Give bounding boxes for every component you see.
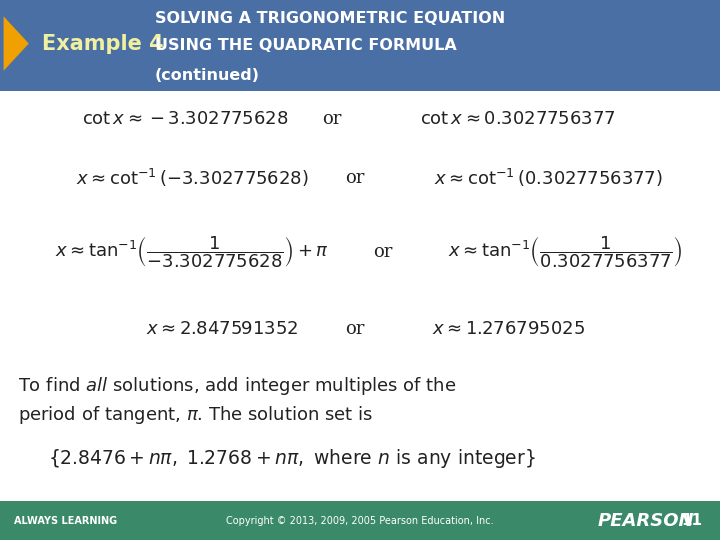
Text: or: or (346, 169, 365, 187)
Polygon shape (4, 16, 29, 71)
Text: $\cot x \approx 0.3027756377$: $\cot x \approx 0.3027756377$ (420, 111, 616, 129)
Text: or: or (346, 320, 365, 338)
Text: $x \approx \tan^{-1}\!\left(\dfrac{1}{-3.302775628}\right)+\pi$: $x \approx \tan^{-1}\!\left(\dfrac{1}{-3… (55, 234, 329, 269)
Text: 11: 11 (681, 513, 702, 528)
Text: $\{2.8476 + n\pi,\ 1.2768 + n\pi,\ \mathrm{where}\ n\ \mathrm{is\ any\ integer}\: $\{2.8476 + n\pi,\ 1.2768 + n\pi,\ \math… (48, 447, 536, 469)
Text: $x \approx \tan^{-1}\!\left(\dfrac{1}{0.3027756377}\right)$: $x \approx \tan^{-1}\!\left(\dfrac{1}{0.… (448, 234, 683, 269)
Text: $x \approx \cot^{-1}(0.3027756377)$: $x \approx \cot^{-1}(0.3027756377)$ (433, 167, 662, 189)
Text: ALWAYS LEARNING: ALWAYS LEARNING (14, 516, 117, 525)
FancyBboxPatch shape (0, 0, 720, 91)
Text: $x \approx 1.276795025$: $x \approx 1.276795025$ (431, 320, 585, 338)
Text: or: or (323, 111, 342, 129)
FancyBboxPatch shape (0, 501, 720, 540)
Text: or: or (373, 243, 392, 261)
Text: period of tangent, $\pi$. The solution set is: period of tangent, $\pi$. The solution s… (18, 404, 373, 426)
Text: To find $\mathit{all}$ solutions, add integer multiples of the: To find $\mathit{all}$ solutions, add in… (18, 375, 456, 397)
Text: (continued): (continued) (155, 68, 260, 83)
Text: $x \approx \cot^{-1}(-3.302775628)$: $x \approx \cot^{-1}(-3.302775628)$ (76, 167, 308, 189)
Text: SOLVING A TRIGONOMETRIC EQUATION: SOLVING A TRIGONOMETRIC EQUATION (155, 11, 505, 25)
Text: Example 4: Example 4 (42, 33, 163, 53)
Text: Copyright © 2013, 2009, 2005 Pearson Education, Inc.: Copyright © 2013, 2009, 2005 Pearson Edu… (226, 516, 494, 525)
Text: USING THE QUADRATIC FORMULA: USING THE QUADRATIC FORMULA (155, 38, 456, 53)
Text: $\cot x \approx -3.302775628$: $\cot x \approx -3.302775628$ (82, 111, 288, 129)
Text: $x \approx 2.847591352$: $x \approx 2.847591352$ (146, 320, 298, 338)
Text: PEARSON: PEARSON (598, 511, 694, 530)
